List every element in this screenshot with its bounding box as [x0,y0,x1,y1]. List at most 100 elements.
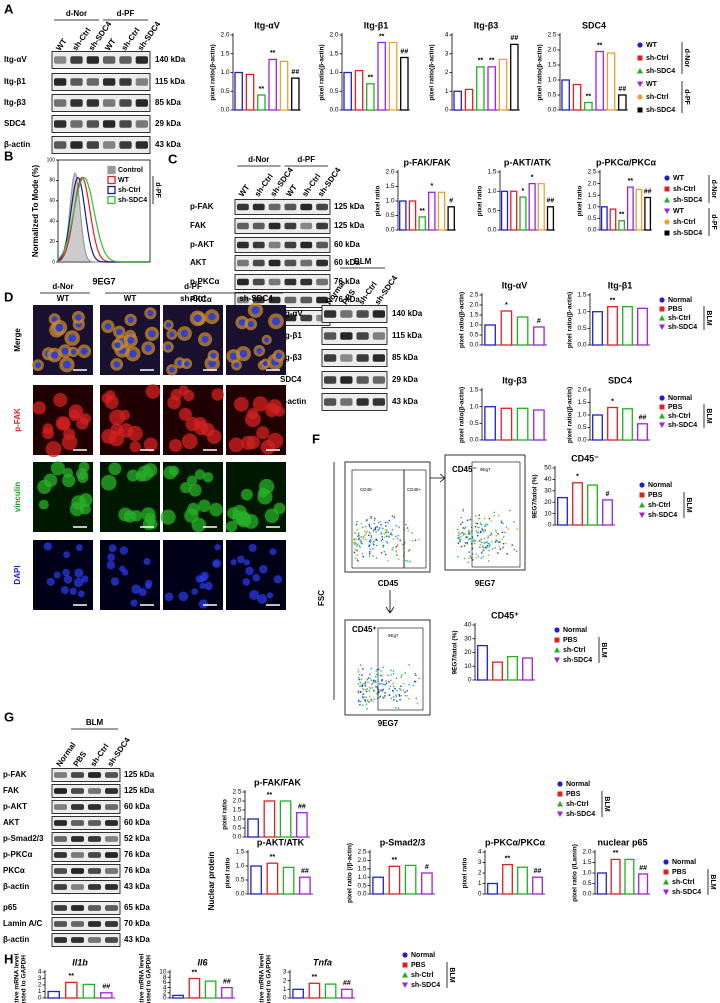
y-tick-label: 0 [468,677,472,684]
y-axis-label: Relative mRNA level [14,953,21,1003]
lane-label: WT [103,37,118,52]
event-dot [371,682,373,685]
plot-frame [344,461,431,573]
event-dot [384,684,386,686]
bar [268,58,277,111]
event-dot [470,543,473,545]
cell [243,559,250,566]
event-dot [370,679,372,681]
y-tick-label: 80 [49,178,55,184]
event-dot [358,674,361,676]
blot-row-label: β-actin [3,882,29,891]
bar [600,206,608,231]
nucleus [256,347,263,354]
event-dot [405,524,407,526]
event-dot [468,551,470,553]
y-axis-label: pixel ratio (/β-actin) [347,843,354,903]
y-tick-label: 20 [544,499,552,506]
event-dot [460,516,462,519]
bar [263,800,276,838]
event-dot [493,511,495,514]
group-label: BLM [448,967,455,982]
event-dot [375,681,377,683]
event-dot [392,696,395,698]
y-tick-label: 0.0 [232,834,241,841]
event-dot [467,538,470,541]
event-dot [487,542,489,545]
event-dot [458,532,460,535]
event-dot [358,545,361,547]
blot-band [103,56,116,64]
event-dot [475,553,478,555]
bar [418,216,426,231]
event-dot [387,542,389,544]
blot-band [252,241,265,249]
y-tick-label: 3 [283,969,287,976]
event-dot [375,539,377,541]
bar [602,499,613,526]
event-dot [478,526,480,528]
blot-size-label: 125 kDa [124,786,155,795]
blot-band [88,905,101,911]
cell [212,559,222,568]
blot-band [105,852,118,858]
legend-marker [659,324,665,330]
bar [546,206,555,231]
lane-label: WT [237,183,252,198]
cell [160,509,176,525]
event-dot [462,527,464,529]
significance-mark: ** [270,854,276,861]
bar [487,66,496,111]
y-axis-label: adjusted to GAPDH [21,955,28,1003]
event-dot [387,674,389,677]
bar [596,872,607,895]
panel-label: A [4,1,14,16]
cell [198,599,208,609]
nucleus [251,306,260,315]
y-tick-label: 1.5 [357,866,366,873]
event-dot [395,535,397,538]
event-dot [359,546,361,548]
bar [502,863,513,895]
cell [38,499,49,510]
bar [279,60,289,111]
blot-size-label: 76 kDa [334,295,360,304]
event-dot [357,535,359,537]
row-label: p-FAK [13,408,22,432]
cell [180,482,192,494]
bar [299,876,311,895]
blot-row-label: PKCα [190,295,212,304]
event-dot [461,532,463,534]
event-dot [406,695,408,697]
cell [198,499,211,513]
y-tick-label: 2 [478,870,482,877]
bar [618,94,627,111]
cell [183,389,195,402]
event-dot [368,540,371,542]
legend-label: sh-Ctrl [648,502,671,509]
legend-marker [557,801,563,807]
row-label: DAPI [13,565,22,584]
group-label: BLM [354,257,372,266]
event-dot [481,552,483,554]
cell [199,582,206,590]
y-tick-label: 1.5 [577,399,586,406]
event-dot [378,521,380,524]
blot-band [103,78,116,86]
bar [279,800,292,838]
blot-band [316,278,328,286]
cell [119,546,129,555]
event-dot [466,542,468,544]
event-dot [475,556,477,559]
group-label: d-PF [710,214,717,230]
legend-label: sh-SDC4 [668,422,697,429]
event-dot [490,520,492,522]
event-dot [391,549,393,551]
gate-label: 9Eg7 [480,467,491,472]
event-dot [480,531,482,533]
y-tick-label: 40 [464,622,472,629]
event-dot [482,547,485,549]
blot-row-label: Itg-β3 [280,353,302,362]
x-axis-label: 9EG7 [475,579,496,588]
bar [188,977,201,999]
